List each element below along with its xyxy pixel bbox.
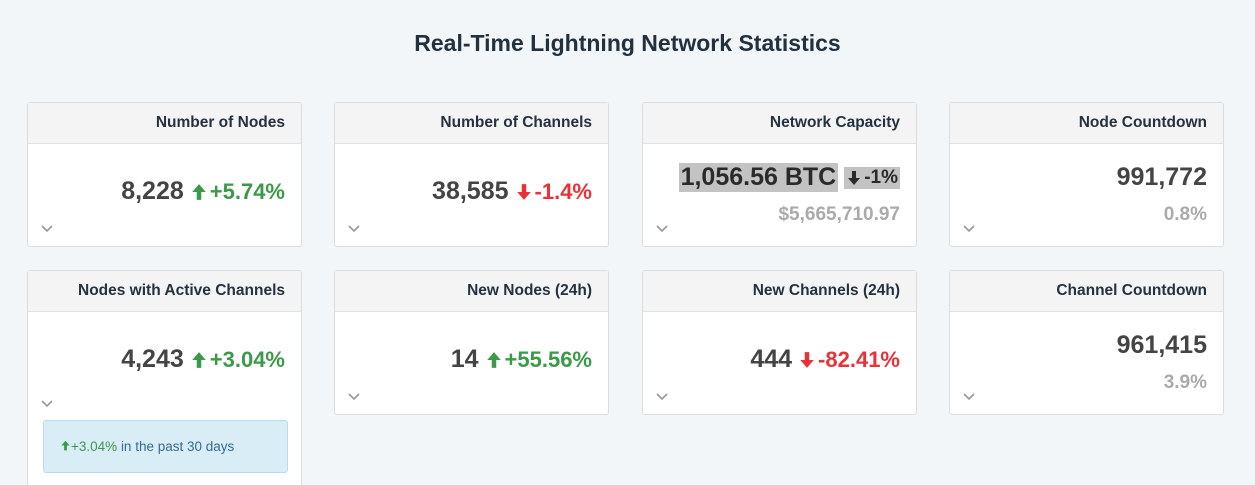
expand-toggle[interactable] xyxy=(348,388,360,406)
stat-card: Network Capacity 1,056.56 BTC -1% $5,665,71… xyxy=(642,102,917,247)
card-label: Number of Nodes xyxy=(28,103,301,144)
stat-subvalue: $5,665,710.97 xyxy=(778,204,900,226)
expand-toggle[interactable] xyxy=(41,395,53,413)
card-label: Network Capacity xyxy=(643,103,916,144)
chevron-icon xyxy=(656,393,668,401)
stat-value: 8,228 xyxy=(121,177,184,205)
stat-card: New Channels (24h) 444 -82.41% xyxy=(642,270,917,415)
card-label: Channel Countdown xyxy=(950,271,1223,312)
arrow-up xyxy=(486,351,501,368)
card-label: New Nodes (24h) xyxy=(335,271,608,312)
note-text: in the past 30 days xyxy=(120,439,235,454)
arrow-down xyxy=(848,170,861,185)
expand-toggle[interactable] xyxy=(963,220,975,238)
subvalue-text: $5,665,710.97 xyxy=(778,204,900,225)
note-change-text: +3.04% xyxy=(71,439,118,454)
expand-toggle[interactable] xyxy=(656,220,668,238)
value-row: 1,056.56 BTC -1% xyxy=(678,163,900,192)
value-row: 991,772 xyxy=(1117,163,1207,192)
change-text: -1% xyxy=(864,166,898,188)
expand-toggle[interactable] xyxy=(41,220,53,238)
stat-change: -1% xyxy=(844,166,900,189)
arrow-up xyxy=(192,183,206,200)
card-label: Node Countdown xyxy=(950,103,1223,144)
change-text: -1.4% xyxy=(534,178,592,204)
stat-change: +3.04% xyxy=(190,347,285,373)
change-text: +55.56% xyxy=(504,346,592,372)
arrow-up xyxy=(192,351,206,368)
stat-change: +55.56% xyxy=(485,347,592,373)
arrow-down xyxy=(800,351,814,368)
value-row: 4,243 +3.04% xyxy=(121,345,285,374)
value-row: 8,228 +5.74% xyxy=(121,177,285,206)
change-text: +5.74% xyxy=(209,178,285,204)
page-title: Real-Time Lightning Network Statistics xyxy=(414,30,841,56)
stat-change: +5.74% xyxy=(190,179,285,205)
stat-change: -1.4% xyxy=(515,179,592,205)
chevron-icon xyxy=(41,400,53,408)
stat-card: Node Countdown 991,772 0.8% xyxy=(949,102,1224,247)
change-text: +3.04% xyxy=(209,346,285,372)
stat-value: 961,415 xyxy=(1116,331,1207,359)
value-row: 14 +55.56% xyxy=(451,345,592,374)
info-note: +3.04% in the past 30 days xyxy=(43,420,288,473)
stat-value: 38,585 xyxy=(432,177,509,205)
chevron-icon xyxy=(41,225,53,233)
value-row: 38,585 -1.4% xyxy=(432,177,592,206)
stat-card: Nodes with Active Channels 4,243 +3.04% +3.… xyxy=(27,270,302,485)
value-row: 961,415 xyxy=(1117,331,1207,360)
card-label: Nodes with Active Channels xyxy=(28,271,301,312)
note-change: +3.04% xyxy=(60,439,117,454)
card-label: Number of Channels xyxy=(335,103,608,144)
stat-card: Number of Nodes 8,228 +5.74% xyxy=(27,102,302,247)
stat-card: Channel Countdown 961,415 3.9% xyxy=(949,270,1224,415)
expand-toggle[interactable] xyxy=(656,388,668,406)
card-label: New Channels (24h) xyxy=(643,271,916,312)
chevron-icon xyxy=(656,225,668,233)
stat-value: 991,772 xyxy=(1116,163,1207,191)
stat-value: 14 xyxy=(450,345,479,373)
chevron-icon xyxy=(348,393,360,401)
change-text: -82.41% xyxy=(818,346,900,372)
value-row: 444 -82.41% xyxy=(750,345,900,374)
chevron-icon xyxy=(963,225,975,233)
stat-subvalue: 0.8% xyxy=(1164,204,1207,226)
stat-card: New Nodes (24h) 14 +55.56% xyxy=(334,270,609,415)
expand-toggle[interactable] xyxy=(348,220,360,238)
arrow-down xyxy=(516,183,531,200)
expand-toggle[interactable] xyxy=(963,388,975,406)
stat-value: 4,243 xyxy=(121,345,184,373)
subvalue-text: 3.9% xyxy=(1163,372,1207,393)
chevron-icon xyxy=(963,393,975,401)
subvalue-text: 0.8% xyxy=(1163,204,1207,225)
chevron-icon xyxy=(348,225,360,233)
stat-value: 1,056.56 BTC xyxy=(678,163,839,192)
stat-value: 444 xyxy=(750,345,793,373)
stat-change: -82.41% xyxy=(798,347,900,373)
stat-card: Number of Channels 38,585 -1.4% xyxy=(334,102,609,247)
arrow-up xyxy=(61,440,70,451)
stat-subvalue: 3.9% xyxy=(1164,372,1207,394)
